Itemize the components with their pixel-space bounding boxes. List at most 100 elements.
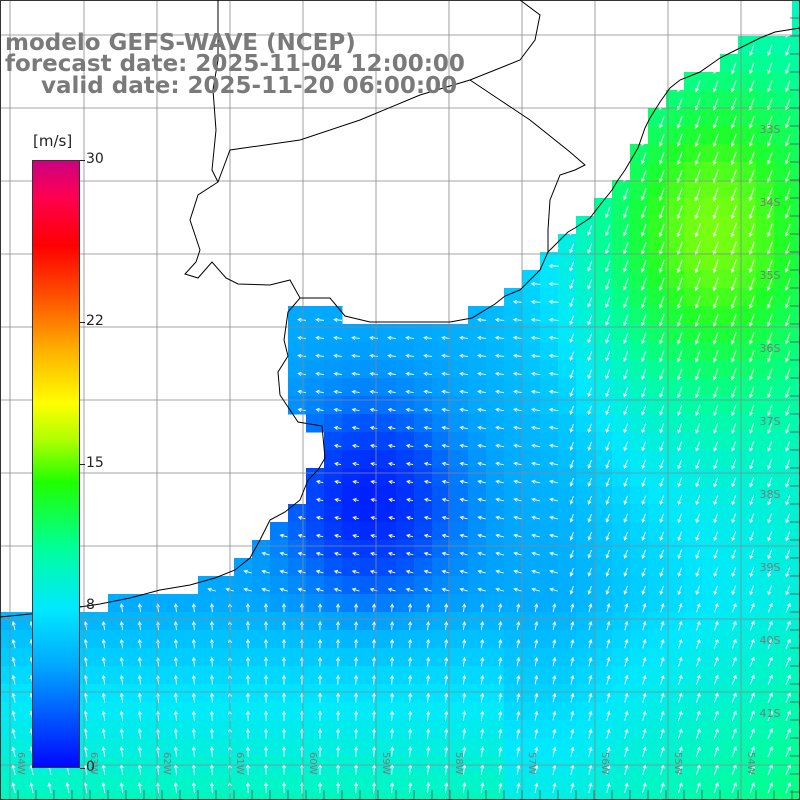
- colorbar: [32, 160, 80, 768]
- wind-cell: [108, 612, 127, 631]
- wind-arrow: [548, 371, 559, 376]
- wind-arrow: [660, 656, 665, 667]
- wind-arrow: [623, 585, 628, 595]
- wind-arrow: [498, 692, 503, 703]
- wind-arrow: [173, 620, 178, 631]
- wind-cell: [612, 540, 631, 559]
- wind-cell: [702, 486, 721, 505]
- wind-cell: [558, 594, 577, 613]
- wind-arrow: [605, 296, 611, 308]
- wind-arrow: [297, 335, 307, 340]
- wind-cell: [198, 738, 217, 757]
- wind-arrow: [659, 549, 664, 560]
- wind-arrow: [388, 461, 396, 466]
- wind-cell: [450, 612, 469, 631]
- wind-arrow: [641, 531, 646, 542]
- wind-arrow: [730, 259, 737, 274]
- wind-arrow: [570, 638, 575, 649]
- wind-cell: [324, 666, 343, 685]
- wind-arrow: [678, 710, 683, 721]
- wind-cell: [576, 378, 595, 397]
- wind-arrow: [694, 223, 701, 238]
- wind-cell: [450, 684, 469, 703]
- wind-cell: [756, 522, 775, 541]
- wind-arrow: [462, 728, 467, 739]
- wind-arrow: [261, 533, 270, 538]
- wind-arrow: [406, 497, 414, 502]
- wind-arrow: [731, 692, 737, 703]
- wind-arrow: [173, 710, 178, 721]
- wind-arrow: [605, 495, 610, 505]
- wind-cell: [612, 792, 631, 800]
- wind-arrow: [588, 656, 593, 667]
- wind-arrow: [406, 515, 414, 520]
- wind-arrow: [317, 781, 323, 794]
- wind-cell: [792, 54, 800, 73]
- wind-arrow: [351, 389, 360, 394]
- wind-cell: [126, 702, 145, 721]
- wind-arrow: [659, 513, 664, 524]
- wind-arrow: [570, 603, 575, 613]
- wind-arrow: [441, 551, 450, 556]
- wind-arrow: [405, 461, 414, 466]
- wind-cell: [576, 594, 595, 613]
- wind-cell: [126, 738, 145, 757]
- lon-label: 58W: [453, 752, 464, 775]
- wind-arrow: [570, 692, 575, 703]
- wind-arrow: [315, 479, 324, 484]
- wind-cell: [792, 792, 800, 800]
- wind-cell: [324, 432, 343, 451]
- wind-arrow: [694, 350, 701, 363]
- wind-arrow: [405, 335, 415, 340]
- wind-arrow: [209, 692, 214, 703]
- wind-cell: [720, 576, 739, 595]
- valid-date: valid date: 2025-11-20 06:00:00: [41, 73, 458, 99]
- wind-arrow: [731, 386, 737, 399]
- wind-cell: [216, 738, 235, 757]
- wind-cell: [486, 774, 505, 793]
- wind-cell: [558, 522, 577, 541]
- wind-cell: [396, 396, 415, 415]
- wind-cell: [522, 486, 541, 505]
- wind-cell: [450, 486, 469, 505]
- wind-cell: [558, 378, 577, 397]
- wind-arrow: [333, 443, 342, 448]
- wind-arrow: [354, 710, 359, 721]
- wind-cell: [594, 792, 613, 800]
- wind-arrow: [640, 152, 647, 165]
- wind-cell: [486, 522, 505, 541]
- wind-arrow: [441, 407, 450, 412]
- wind-arrow: [677, 80, 683, 93]
- wind-arrow: [495, 497, 504, 502]
- wind-arrow: [462, 638, 467, 649]
- wind-cell: [324, 594, 343, 613]
- wind-arrow: [552, 603, 557, 613]
- wind-arrow: [333, 425, 342, 430]
- wind-cell: [288, 738, 307, 757]
- wind-arrow: [426, 781, 431, 794]
- wind-arrow: [495, 587, 504, 592]
- wind-cell: [558, 576, 577, 595]
- wind-cell: [252, 720, 271, 739]
- wind-cell: [324, 414, 343, 433]
- wind-cell: [594, 414, 613, 433]
- wind-arrow: [191, 638, 196, 649]
- wind-arrow: [605, 206, 611, 219]
- wind-cell: [504, 720, 523, 739]
- wind-arrow: [11, 710, 16, 721]
- wind-arrow: [731, 80, 737, 93]
- wind-cell: [306, 702, 325, 721]
- wind-cell: [450, 594, 469, 613]
- wind-arrow: [731, 404, 737, 417]
- wind-arrow: [587, 351, 593, 362]
- wind-cell: [468, 432, 487, 451]
- wind-cell: [792, 36, 800, 55]
- wind-cell: [414, 360, 433, 379]
- wind-arrow: [677, 404, 683, 416]
- wind-cell: [792, 468, 800, 487]
- wind-arrow: [534, 603, 539, 613]
- wind-arrow: [767, 549, 773, 560]
- wind-arrow: [334, 479, 342, 484]
- wind-cell: [558, 738, 577, 757]
